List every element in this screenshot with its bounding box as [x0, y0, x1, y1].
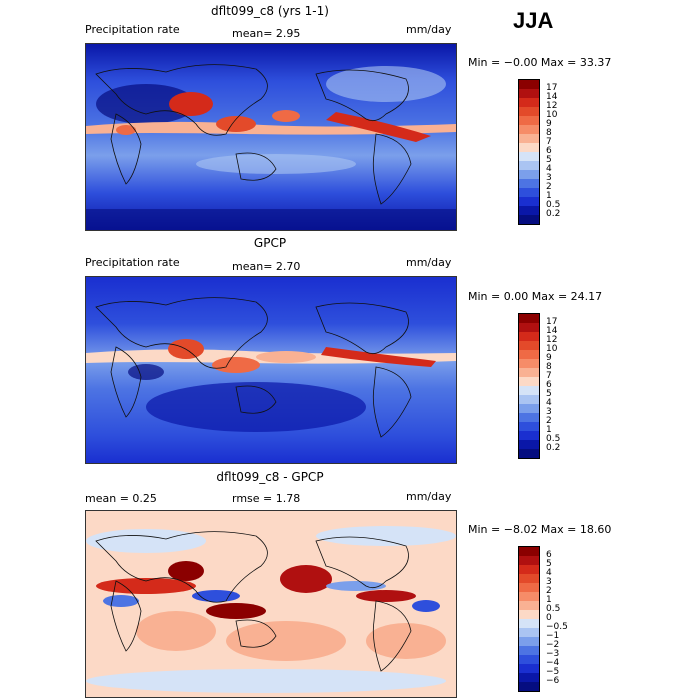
colorbar-tick: −5 — [546, 667, 560, 677]
colorbar-tick: 0.5 — [546, 434, 561, 444]
colorbar-tick: −6 — [546, 676, 560, 686]
colorbar-tick: 5 — [546, 389, 552, 399]
panel-3-rmse: rmse = 1.78 — [232, 492, 301, 505]
colorbar-tick: −3 — [546, 649, 560, 659]
season-label: JJA — [513, 8, 554, 33]
panel-1-colorbar — [518, 79, 540, 225]
colorbar-tick: −1 — [546, 631, 560, 641]
colorbar-tick: 1 — [546, 595, 552, 605]
colorbar-tick: −4 — [546, 658, 560, 668]
colorbar-tick: 6 — [546, 550, 552, 560]
colorbar-tick: 10 — [546, 110, 558, 120]
colorbar-tick: 7 — [546, 371, 552, 381]
colorbar-tick: 1 — [546, 191, 552, 201]
colorbar-tick: 4 — [546, 164, 552, 174]
colorbar-tick: 12 — [546, 101, 558, 111]
colorbar-tick: 9 — [546, 119, 552, 129]
colorbar-tick: 8 — [546, 362, 552, 372]
colorbar-tick: 2 — [546, 182, 552, 192]
colorbar-tick: 14 — [546, 92, 558, 102]
colorbar-tick: 17 — [546, 83, 558, 93]
panel-1-map — [85, 43, 457, 231]
panel-3-colorbar — [518, 546, 540, 692]
colorbar-tick: 8 — [546, 128, 552, 138]
panel-1-variable-label: Precipitation rate — [85, 23, 180, 36]
colorbar-tick: 3 — [546, 577, 552, 587]
colorbar-tick: 3 — [546, 173, 552, 183]
colorbar-tick: 14 — [546, 326, 558, 336]
colorbar-tick: 4 — [546, 398, 552, 408]
panel-2-variable-label: Precipitation rate — [85, 256, 180, 269]
colorbar-tick: 4 — [546, 568, 552, 578]
panel-2-units: mm/day — [406, 256, 452, 269]
colorbar-tick: 17 — [546, 317, 558, 327]
panel-2-map — [85, 276, 457, 464]
colorbar-tick: 5 — [546, 155, 552, 165]
panel-3-units: mm/day — [406, 490, 452, 503]
colorbar-tick: 7 — [546, 137, 552, 147]
colorbar-tick: 6 — [546, 380, 552, 390]
colorbar-tick: 12 — [546, 335, 558, 345]
panel-3-minmax: Min = −8.02 Max = 18.60 — [468, 523, 612, 536]
colorbar-tick: 3 — [546, 407, 552, 417]
panel-3-map — [85, 510, 457, 698]
panel-1-minmax: Min = −0.00 Max = 33.37 — [468, 56, 612, 69]
colorbar-tick: 6 — [546, 146, 552, 156]
colorbar-tick: 0 — [546, 613, 552, 623]
colorbar-tick: −2 — [546, 640, 560, 650]
colorbar-tick: 2 — [546, 586, 552, 596]
colorbar-tick: 10 — [546, 344, 558, 354]
colorbar-tick: 1 — [546, 425, 552, 435]
colorbar-tick: 2 — [546, 416, 552, 426]
colorbar-tick: 9 — [546, 353, 552, 363]
panel-2-title: GPCP — [253, 236, 287, 250]
panel-2-minmax: Min = 0.00 Max = 24.17 — [468, 290, 603, 303]
panel-2-mean: mean= 2.70 — [232, 260, 301, 273]
panel-1-units: mm/day — [406, 23, 452, 36]
panel-1-title: dflt099_c8 (yrs 1-1) — [211, 4, 329, 18]
colorbar-tick: 0.5 — [546, 200, 561, 210]
colorbar-tick: 5 — [546, 559, 552, 569]
colorbar-tick: 0.2 — [546, 443, 561, 453]
colorbar-tick: −0.5 — [546, 622, 568, 632]
colorbar-tick: 0.5 — [546, 604, 561, 614]
panel-1-mean: mean= 2.95 — [232, 27, 301, 40]
panel-3-title: dflt099_c8 - GPCP — [216, 470, 324, 484]
panel-3-mean: mean = 0.25 — [85, 492, 157, 505]
panel-2-colorbar — [518, 313, 540, 459]
colorbar-tick: 0.2 — [546, 209, 561, 219]
